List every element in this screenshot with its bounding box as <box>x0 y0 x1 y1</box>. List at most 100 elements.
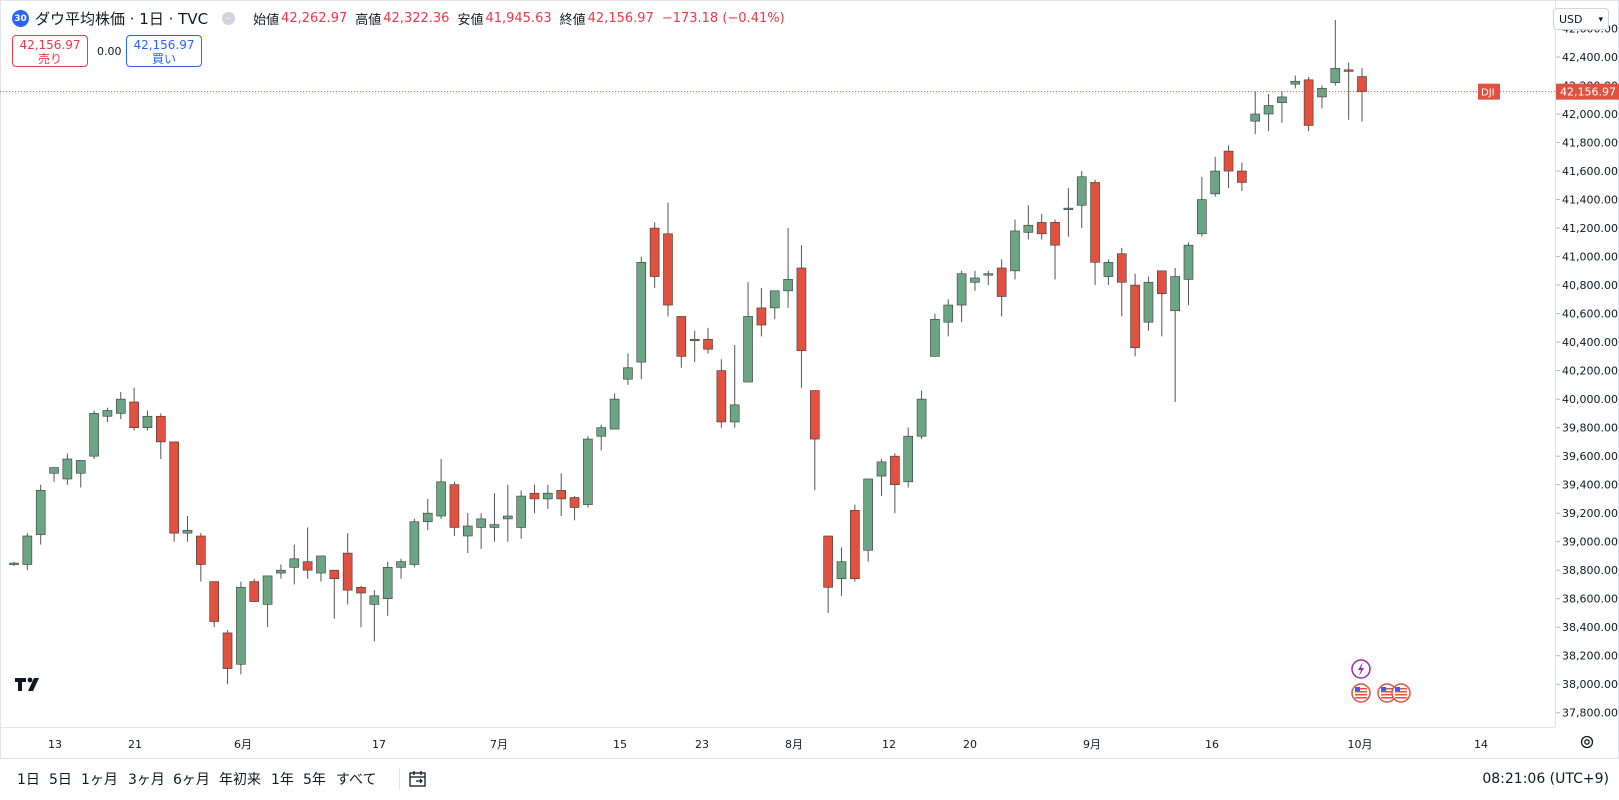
candle <box>396 558 406 579</box>
candle-body <box>529 492 540 500</box>
candle <box>863 478 873 562</box>
candle <box>1170 267 1180 402</box>
gear-icon[interactable] <box>1578 733 1596 751</box>
candle-body <box>1023 224 1034 233</box>
range-button[interactable]: 年初来 <box>219 772 261 788</box>
sell-button[interactable]: 42,156.97 売り <box>12 35 88 67</box>
time-scale[interactable]: 13 21 6月 17 7月 15 23 8月 12 20 9月 16 10月 14 <box>0 728 1555 758</box>
time-tick-label: 14 <box>1474 738 1488 751</box>
candle <box>209 581 219 628</box>
chart-pane[interactable]: DJI <box>0 0 1555 727</box>
price-scale[interactable]: 42,600.0042,400.0042,200.0042,000.0041,8… <box>1556 0 1619 727</box>
candle-body <box>783 279 793 292</box>
candle-body <box>462 525 473 537</box>
range-button[interactable]: 3ヶ月 <box>128 772 165 788</box>
symbol-title[interactable]: ダウ平均株価 · 1日 · TVC <box>35 10 209 28</box>
candle-body <box>1143 281 1154 323</box>
price-tick: 39,400.00 <box>1556 479 1618 492</box>
range-button[interactable]: 5日 <box>49 772 72 788</box>
candle <box>1357 68 1367 122</box>
time-tick-label: 9月 <box>1083 738 1101 751</box>
candle <box>529 484 540 514</box>
candle-body <box>449 484 460 528</box>
candle <box>422 498 433 531</box>
range-button[interactable]: 5年 <box>303 772 326 788</box>
candle-body <box>609 398 620 430</box>
price-tick: 38,000.00 <box>1556 678 1618 691</box>
candle-body <box>369 595 380 605</box>
buy-price: 42,156.97 <box>133 38 195 52</box>
last-price-tag: 42,156.97 <box>1556 83 1619 100</box>
price-tick-label: 40,800.00 <box>1562 279 1618 292</box>
calendar-arrow-icon[interactable] <box>408 769 428 789</box>
candle-body <box>1197 199 1207 235</box>
candle-body <box>142 415 153 428</box>
candle <box>249 578 260 602</box>
candle-body <box>382 567 393 600</box>
candle-body <box>583 438 593 505</box>
us-flag-icon-stripe <box>1381 694 1393 696</box>
range-button[interactable]: 1日 <box>17 772 40 788</box>
price-axis[interactable]: 42,600.0042,400.0042,200.0042,000.0041,8… <box>1555 0 1619 727</box>
toolbar-divider <box>399 768 400 790</box>
us-flag-icon-canton <box>1381 687 1386 691</box>
candle <box>543 484 553 509</box>
candlestick-chart[interactable]: DJI <box>0 0 1555 727</box>
price-tick-label: 38,800.00 <box>1562 564 1618 577</box>
candle <box>1183 242 1194 306</box>
symbol-tag-label: DJI <box>1481 88 1495 99</box>
candle <box>62 453 73 485</box>
candle <box>556 473 567 517</box>
price-tick: 41,400.00 <box>1556 194 1618 207</box>
clock-timezone[interactable]: 08:21:06 (UTC+9) <box>1482 771 1609 787</box>
us-flag-icon-canton <box>1355 687 1360 691</box>
candle <box>970 270 980 291</box>
time-tick-label: 15 <box>613 738 627 751</box>
candle-body <box>222 632 233 669</box>
price-tick-label: 41,200.00 <box>1562 222 1618 235</box>
candle <box>35 484 46 545</box>
candle-body <box>409 521 420 565</box>
time-tick-label: 10月 <box>1348 738 1373 751</box>
candle-body <box>729 404 740 423</box>
candle <box>850 504 860 582</box>
candle <box>1210 156 1220 197</box>
time-axis[interactable]: 13 21 6月 17 7月 15 23 8月 12 20 9月 16 10月 14 <box>0 727 1555 758</box>
candle <box>302 527 313 579</box>
candle <box>663 202 673 317</box>
price-tick-label: 42,400.00 <box>1562 51 1618 64</box>
symbol-badge[interactable]: 30 <box>12 10 29 27</box>
us-flag-icon-stripe <box>1395 694 1407 696</box>
candle <box>75 460 86 488</box>
candle-body <box>1303 79 1314 126</box>
candle-body <box>970 277 980 283</box>
candle-body <box>1357 76 1367 92</box>
currency-select[interactable]: USD ▾ <box>1553 8 1609 30</box>
price-tick: 42,400.00 <box>1556 51 1618 64</box>
price-tick-label: 38,600.00 <box>1562 593 1618 606</box>
range-button[interactable]: 6ヶ月 <box>173 772 210 788</box>
range-button[interactable]: 1ヶ月 <box>81 772 118 788</box>
range-button[interactable]: 1年 <box>271 772 294 788</box>
candle-body <box>249 581 260 602</box>
price-tick-label: 41,400.00 <box>1562 194 1618 207</box>
candle <box>449 481 460 536</box>
candle-body <box>1076 176 1087 206</box>
candle <box>983 270 994 286</box>
last-price-value: 42,156.97 <box>1560 86 1616 99</box>
candle <box>609 393 620 430</box>
range-button[interactable]: すべて <box>336 772 377 788</box>
buy-button[interactable]: 42,156.97 買い <box>126 35 202 67</box>
candle <box>102 407 113 422</box>
candle-body <box>1223 150 1234 172</box>
candle <box>436 459 446 519</box>
candle-body <box>703 338 713 350</box>
eye-icon[interactable]: – <box>222 12 236 25</box>
candle <box>222 630 233 685</box>
time-tick-label: 13 <box>48 738 62 751</box>
candle <box>289 544 300 585</box>
last-price-tag-bg <box>1556 83 1619 100</box>
tradingview-logo-icon[interactable] <box>15 676 45 692</box>
candle-body <box>516 495 526 528</box>
price-tick: 42,000.00 <box>1556 108 1618 121</box>
